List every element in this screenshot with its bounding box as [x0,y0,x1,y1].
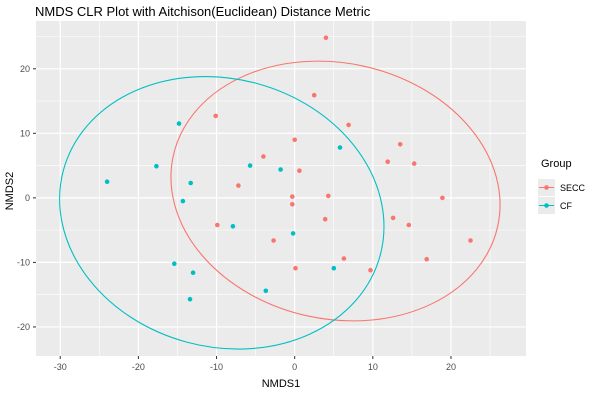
panel-background [36,21,526,356]
data-point-secc [346,122,351,128]
legend-item-cf: CF [538,197,585,214]
cf-point-glyph-icon [539,203,554,208]
legend-item-secc: SECC [538,179,585,196]
data-point-cf [247,163,253,168]
data-point-cf [263,288,269,294]
data-point-secc [215,222,220,228]
x-tick-label: 0 [292,362,297,372]
data-point-secc [311,92,317,98]
data-point-secc [322,216,328,222]
data-point-cf [278,167,283,172]
data-point-cf [230,224,236,229]
data-point-secc [261,154,266,159]
data-point-secc [290,202,295,207]
data-point-secc [385,159,391,164]
legend-label-cf: CF [560,200,572,211]
x-tick-label: 20 [446,362,456,372]
confidence-ellipse-secc [170,60,501,322]
data-point-cf [290,231,296,236]
data-point-secc [341,256,347,261]
data-point-secc [236,183,241,188]
data-point-cf [331,265,337,271]
data-point-cf [180,198,186,204]
data-point-secc [440,195,445,201]
x-tick-label: -10 [210,362,223,372]
legend-key-cf [538,197,555,214]
data-point-secc [271,238,276,243]
data-point-secc [290,194,295,199]
legend-label-secc: SECC [560,182,586,193]
y-tick-label: -10 [17,257,30,267]
data-point-secc [297,168,302,173]
legend-key-secc [538,179,555,196]
legend: Group SECC CF [538,158,585,215]
secc-point-glyph-icon [539,185,554,190]
x-axis-title: NMDS1 [261,378,301,390]
data-point-cf [188,180,193,186]
x-tick-label: 10 [368,362,378,372]
legend-title: Group [541,158,572,170]
y-tick-label: 10 [20,128,30,138]
data-point-secc [390,215,396,221]
y-tick-label: 20 [20,64,30,74]
data-point-secc [292,137,298,143]
y-axis-title: NMDS2 [4,171,16,211]
data-point-cf [176,121,182,126]
data-point-secc [397,142,403,147]
data-point-secc [213,113,218,119]
data-point-cf [172,261,177,267]
x-tick-label: -20 [132,362,145,372]
data-point-secc [293,265,298,271]
data-point-secc [323,35,329,41]
data-point-secc [368,267,373,273]
data-point-cf [190,270,196,276]
data-point-secc [411,161,417,166]
data-point-cf [187,296,193,302]
data-point-secc [406,222,412,228]
data-point-cf [337,145,343,150]
plot-title: NMDS CLR Plot with Aitchison(Euclidean) … [35,4,371,19]
y-tick-label: 0 [25,193,30,203]
confidence-ellipse-cf [59,76,385,350]
data-point-secc [326,193,331,199]
x-tick-label: -30 [54,362,67,372]
data-point-cf [154,163,159,169]
data-point-secc [424,256,430,262]
data-point-secc [468,238,473,243]
data-point-cf [104,179,110,184]
y-tick-label: -20 [17,322,30,332]
